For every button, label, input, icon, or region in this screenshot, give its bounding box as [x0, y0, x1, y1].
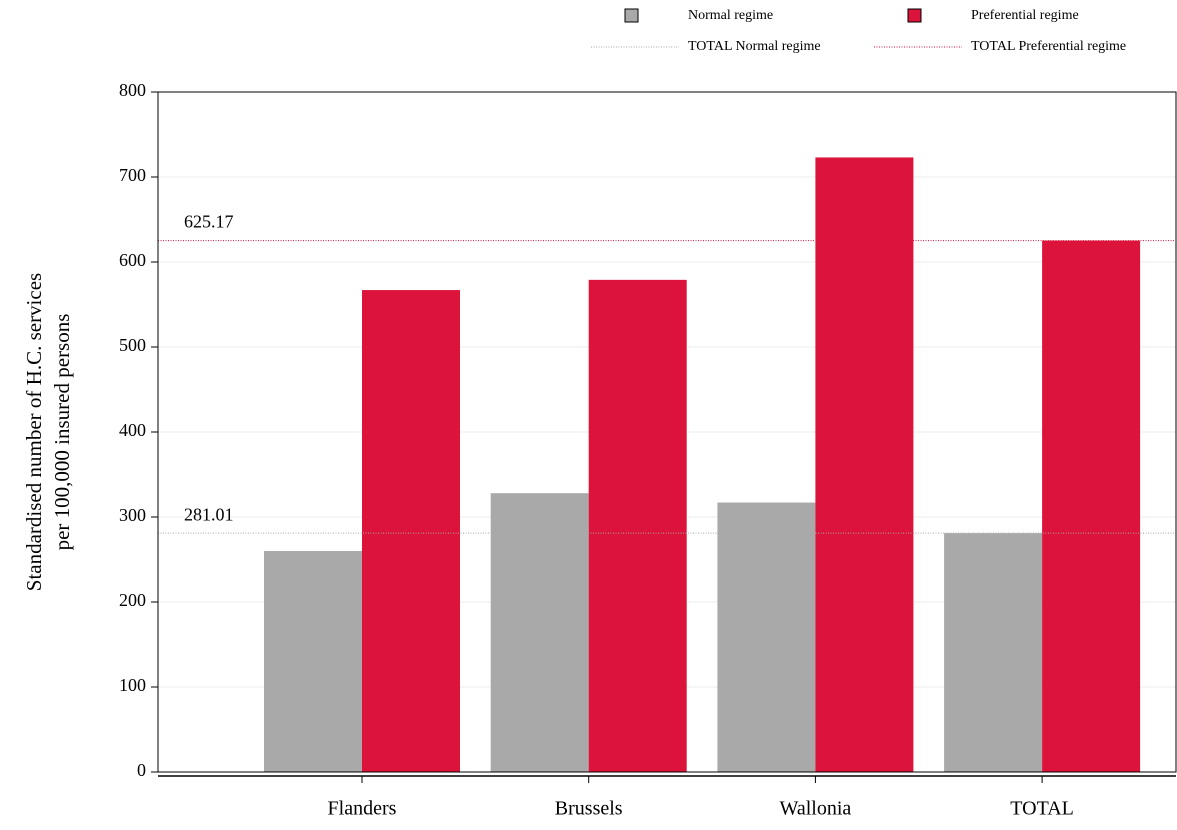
y-tick-label: 0 — [137, 760, 146, 780]
y-tick-label: 500 — [119, 335, 146, 355]
legend-label: TOTAL Preferential regime — [971, 39, 1126, 54]
y-axis-label: Standardised number of H.C. services — [22, 273, 46, 591]
bar — [264, 551, 362, 772]
legend-swatch — [907, 8, 922, 23]
x-tick-label: Wallonia — [780, 798, 852, 820]
y-tick-label: 400 — [119, 420, 146, 440]
bar — [717, 502, 816, 772]
reference-label: 625.17 — [184, 212, 234, 232]
bar — [588, 279, 687, 772]
x-tick-label: TOTAL — [1010, 798, 1074, 820]
bar — [362, 290, 460, 772]
legend-label: Normal regime — [688, 8, 773, 23]
y-tick-label: 600 — [119, 250, 146, 270]
bar — [1042, 240, 1141, 773]
reference-label: 281.01 — [184, 504, 234, 524]
legend-label: Preferential regime — [971, 8, 1079, 23]
plot-frame — [157, 91, 1177, 773]
y-axis-label: per 100,000 insured persons — [50, 314, 74, 551]
y-tick-label: 700 — [119, 165, 146, 185]
bar — [490, 493, 589, 772]
y-tick-label: 100 — [119, 675, 146, 695]
legend-label: TOTAL Normal regime — [688, 39, 821, 54]
y-tick-label: 300 — [119, 505, 146, 525]
y-tick-label: 800 — [119, 80, 146, 100]
x-tick-label: Brussels — [555, 798, 623, 820]
bar — [815, 157, 914, 772]
y-tick-label: 200 — [119, 590, 146, 610]
bar — [944, 533, 1043, 772]
x-tick-label: Flanders — [328, 798, 397, 820]
legend-swatch — [624, 8, 639, 23]
